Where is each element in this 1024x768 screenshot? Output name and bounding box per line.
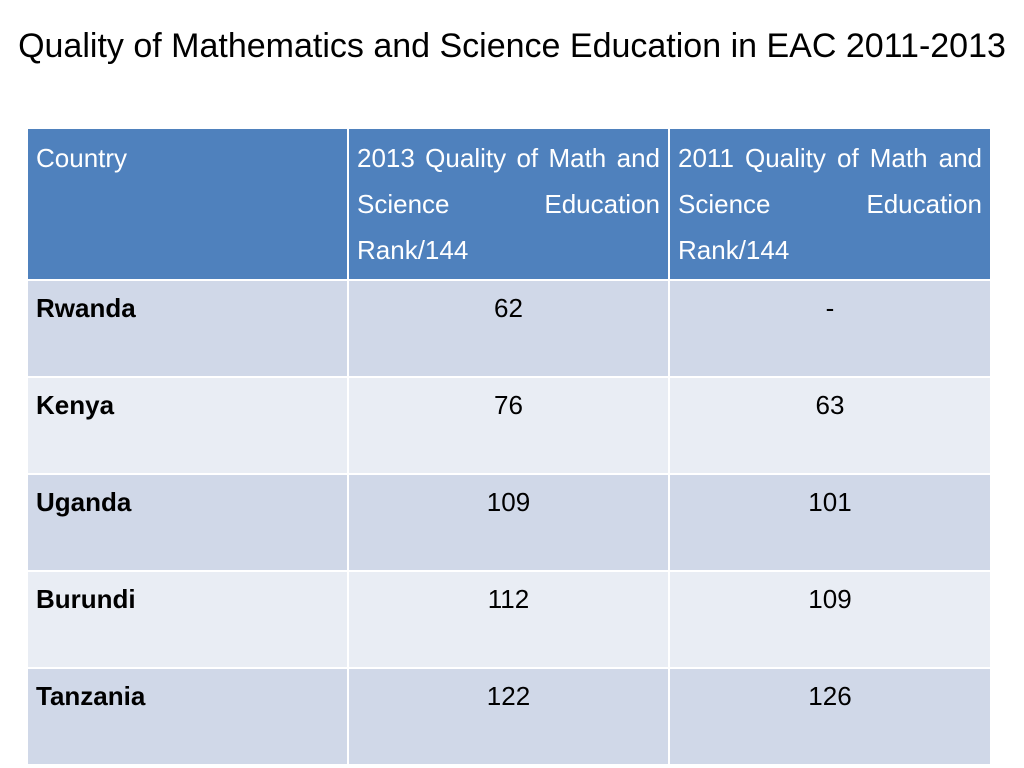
rank-2011-cell: 101 — [668, 473, 992, 572]
column-header-2011-rank: 2011 Quality of Math and Science Educati… — [668, 127, 992, 281]
table-row: Rwanda 62 - — [26, 279, 992, 378]
rank-2011-cell: 109 — [668, 570, 992, 669]
table-row: Kenya 76 63 — [26, 376, 992, 475]
rank-2013-cell: 62 — [347, 279, 670, 378]
country-cell: Rwanda — [26, 279, 349, 378]
column-header-2013-rank: 2013 Quality of Math and Science Educati… — [347, 127, 670, 281]
rank-2013-cell: 76 — [347, 376, 670, 475]
column-header-country: Country — [26, 127, 349, 281]
rank-2013-cell: 109 — [347, 473, 670, 572]
rank-2013-cell: 112 — [347, 570, 670, 669]
rankings-table: Country 2013 Quality of Math and Science… — [26, 127, 992, 766]
slide-title: Quality of Mathematics and Science Educa… — [18, 27, 1006, 65]
table-row: Uganda 109 101 — [26, 473, 992, 572]
rank-2011-cell: 126 — [668, 667, 992, 766]
rank-2011-cell: - — [668, 279, 992, 378]
rank-2013-cell: 122 — [347, 667, 670, 766]
rank-2011-cell: 63 — [668, 376, 992, 475]
country-cell: Kenya — [26, 376, 349, 475]
table-row: Tanzania 122 126 — [26, 667, 992, 766]
country-cell: Tanzania — [26, 667, 349, 766]
country-cell: Burundi — [26, 570, 349, 669]
table-header-row: Country 2013 Quality of Math and Science… — [26, 127, 992, 281]
table-row: Burundi 112 109 — [26, 570, 992, 669]
country-cell: Uganda — [26, 473, 349, 572]
